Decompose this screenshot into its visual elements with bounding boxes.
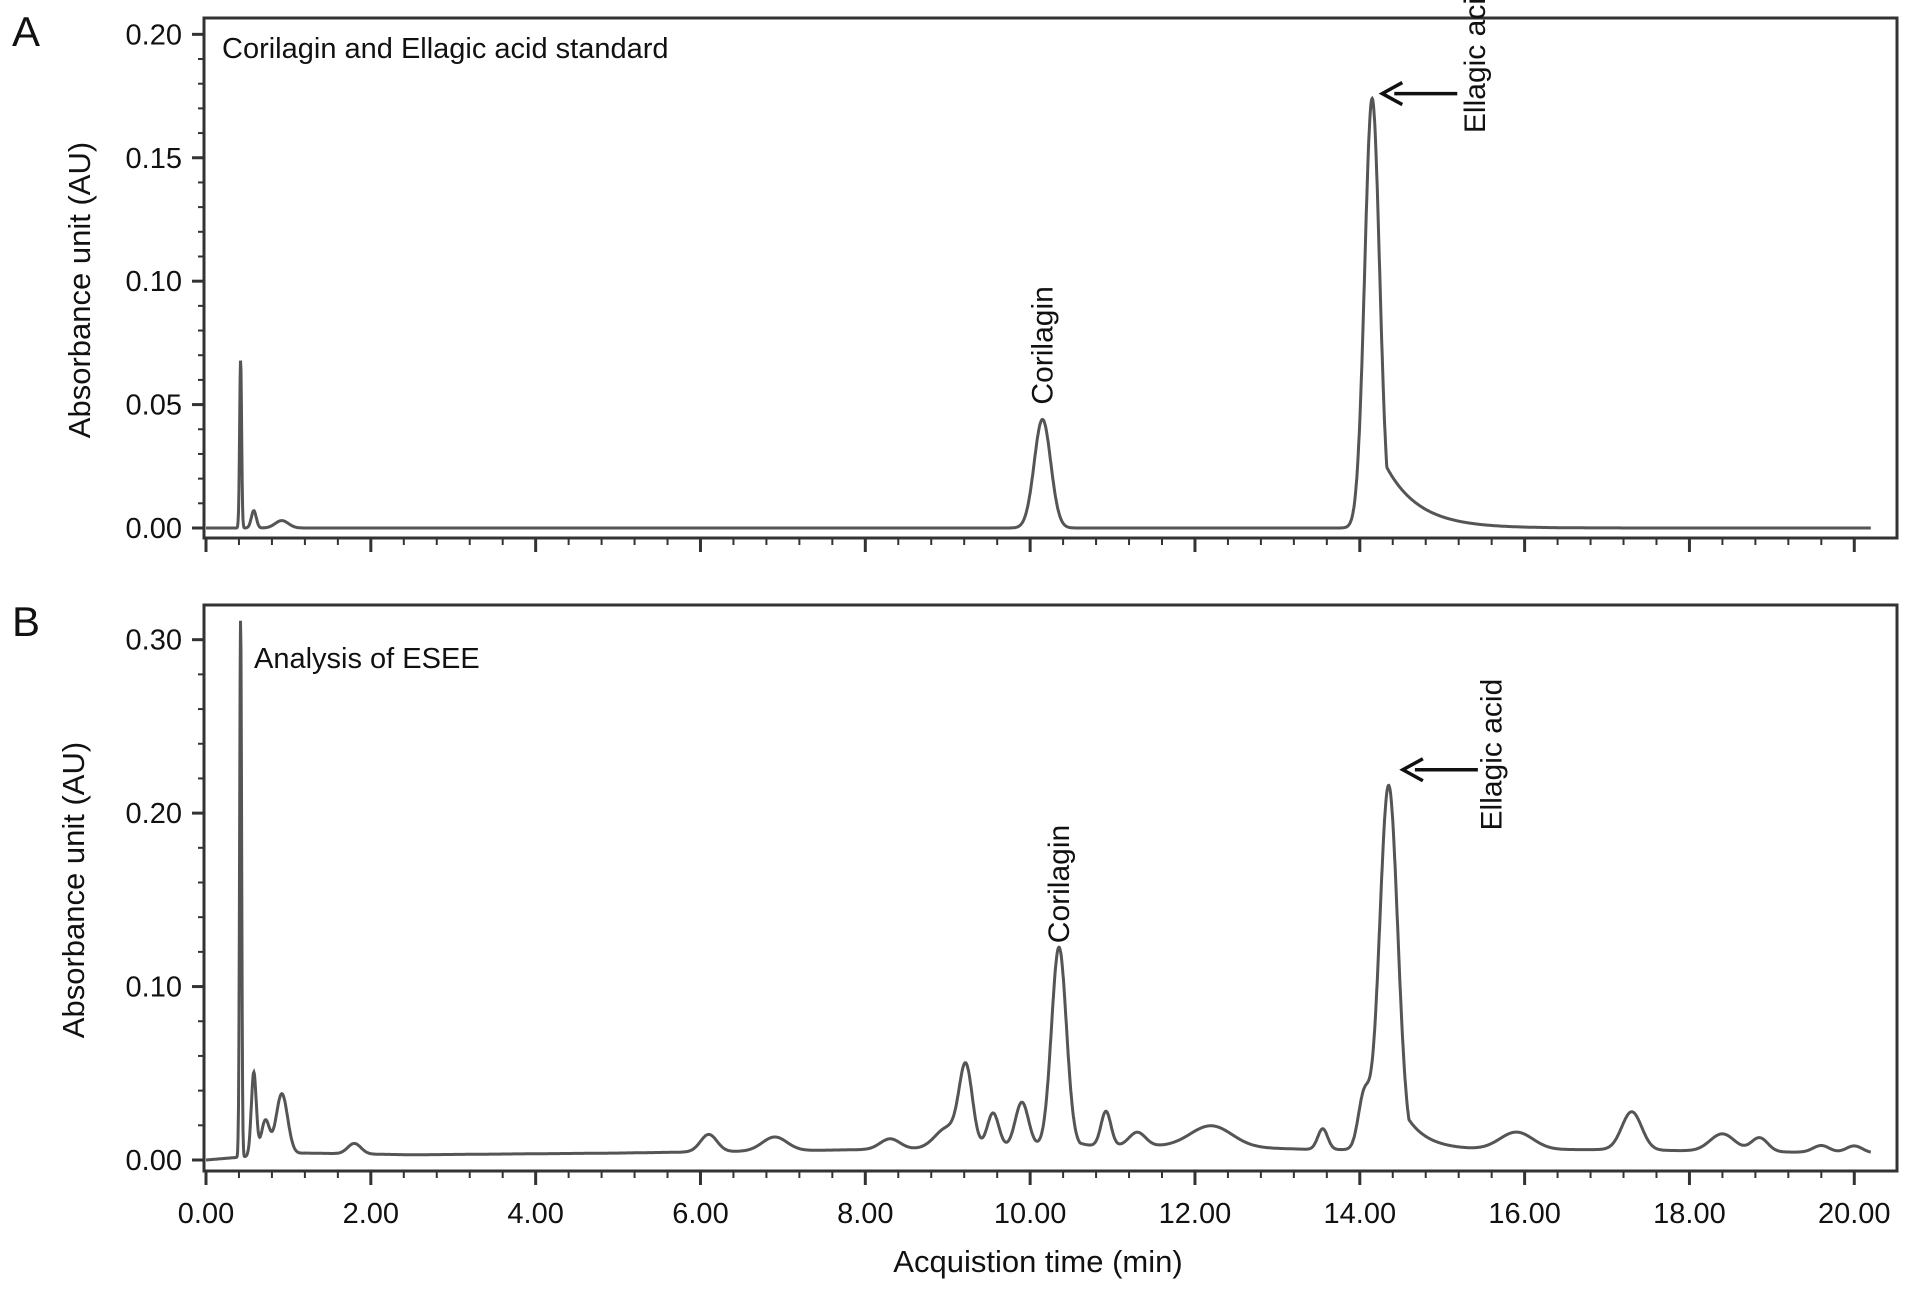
panel-b-y-tick-label: 0.20 <box>126 798 182 830</box>
panel-a-y-axis-label: Absorbance unit (AU) <box>62 142 97 438</box>
panel-b-x-tick-label: 12.00 <box>1159 1198 1232 1230</box>
panel-b-chromatogram-trace <box>206 620 1872 1162</box>
panel-b-x-tick-label: 4.00 <box>507 1198 563 1230</box>
panel-a-y-ticks: 0.00 0.05 0.10 0.15 0.20 <box>126 19 204 545</box>
panel-a-y-tick-label: 0.00 <box>126 513 182 545</box>
panel-b-x-tick-label: 2.00 <box>343 1198 399 1230</box>
annotation-arrow-head <box>1399 757 1424 783</box>
panel-a-annotations: Corilagin Ellagic acid <box>1027 0 1493 405</box>
panel-a: A Corilagin and Ellagic acid standard Ab… <box>12 0 1899 552</box>
panel-a-y-tick-label: 0.10 <box>126 266 182 298</box>
panel-b-x-ticks: 0.00 2.00 4.00 6.00 8.00 10.00 12.00 14.00 16.00… <box>178 1171 1891 1230</box>
panel-b-x-tick-label: 0.00 <box>178 1198 234 1230</box>
panel-a-letter: A <box>12 8 40 55</box>
panel-b: B Analysis of ESEE Absorbance unit (AU) … <box>12 598 1899 1230</box>
annotation-arrow-head <box>1378 81 1404 107</box>
panel-a-chromatogram-trace <box>206 95 1871 530</box>
x-axis-label: Acquistion time (min) <box>893 1244 1182 1279</box>
peak-label-corilagin: Corilagin <box>1027 286 1060 404</box>
panel-a-y-tick-label: 0.15 <box>126 143 182 175</box>
panel-b-x-tick-label: 8.00 <box>837 1198 893 1230</box>
panel-b-x-tick-label: 18.00 <box>1653 1198 1726 1230</box>
panel-b-plot-frame <box>202 603 1899 1173</box>
panel-b-x-tick-label: 6.00 <box>672 1198 728 1230</box>
panel-b-y-tick-label: 0.30 <box>126 625 182 657</box>
panel-b-y-axis-label: Absorbance unit (AU) <box>56 742 91 1038</box>
panel-a-plot-frame <box>202 16 1899 540</box>
panel-a-y-tick-label: 0.05 <box>126 390 182 422</box>
panel-b-y-tick-label: 0.00 <box>126 1145 182 1177</box>
panel-b-x-tick-label: 20.00 <box>1818 1198 1891 1230</box>
peak-label-ellagic-acid: Ellagic acid <box>1459 0 1492 133</box>
panel-a-y-tick-label: 0.20 <box>126 19 182 51</box>
panel-b-y-ticks: 0.00 0.10 0.20 0.30 <box>126 625 204 1177</box>
panel-b-x-tick-label: 16.00 <box>1488 1198 1561 1230</box>
panel-b-y-tick-label: 0.10 <box>126 972 182 1004</box>
panel-a-x-ticks <box>204 538 1856 552</box>
panel-b-annotations: Corilagin Ellagic acid <box>1043 679 1509 943</box>
peak-label-ellagic-acid: Ellagic acid <box>1476 679 1509 831</box>
panel-b-letter: B <box>12 598 40 645</box>
panel-b-title: Analysis of ESEE <box>254 643 480 675</box>
peak-label-corilagin: Corilagin <box>1043 825 1076 943</box>
panel-a-title: Corilagin and Ellagic acid standard <box>222 33 669 65</box>
panel-b-x-tick-label: 10.00 <box>994 1198 1067 1230</box>
panel-b-x-tick-label: 14.00 <box>1324 1198 1397 1230</box>
